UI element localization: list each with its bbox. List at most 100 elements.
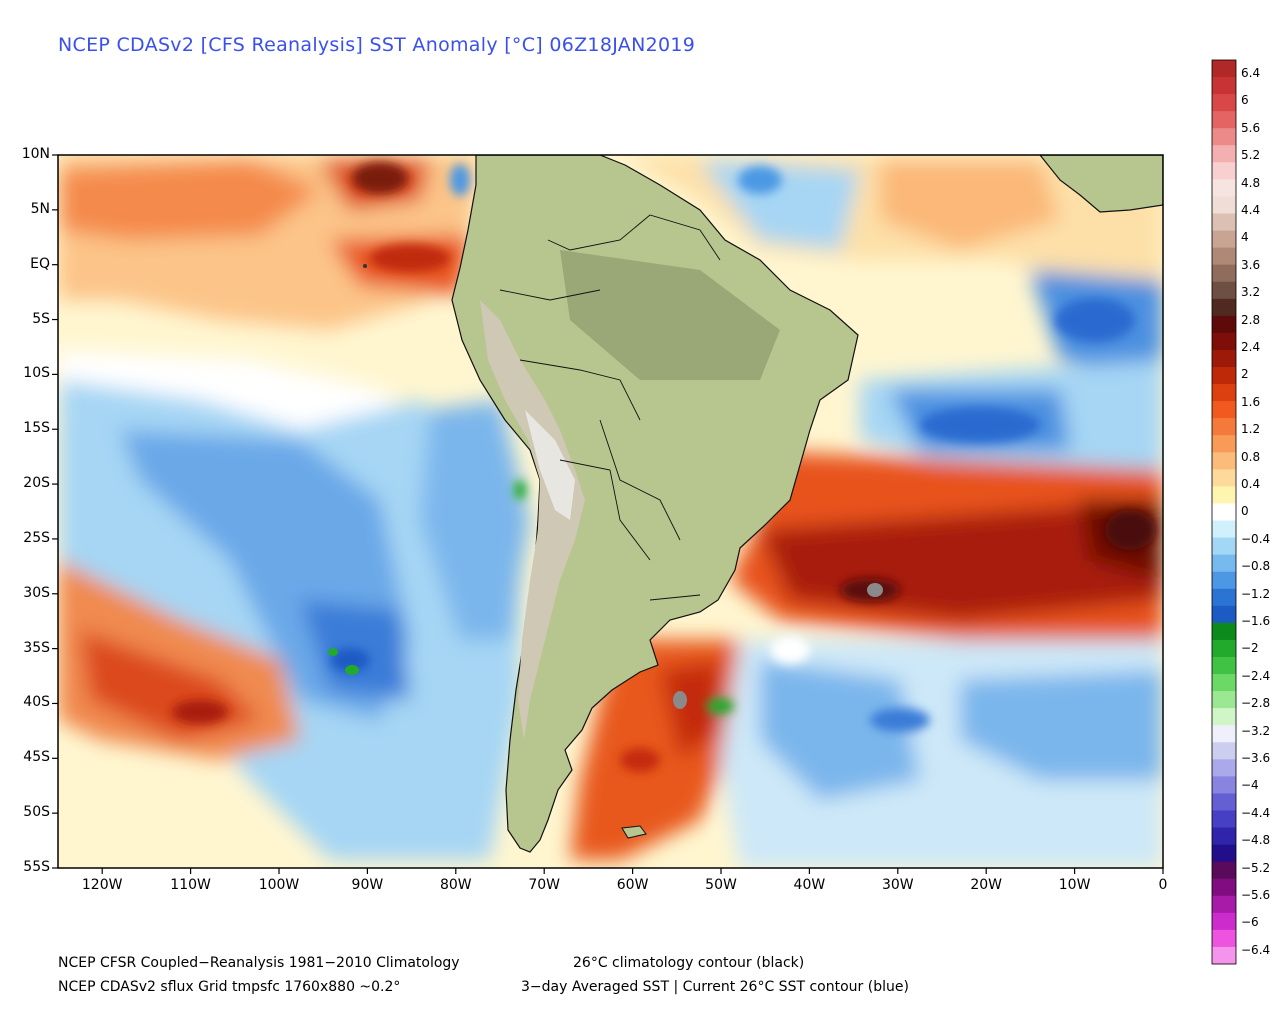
colorbar-label: 6.4 — [1241, 66, 1261, 80]
colorbar-label: 3.2 — [1241, 285, 1261, 300]
colorbar-swatch — [1212, 162, 1236, 180]
colorbar-label: −5.2 — [1241, 860, 1271, 875]
lat-label: 25S — [23, 529, 50, 546]
lat-label: 10N — [21, 146, 50, 162]
colorbar-swatch — [1212, 674, 1236, 692]
colorbar-swatch — [1212, 349, 1236, 368]
colorbar — [1211, 59, 1237, 965]
colorbar-swatch — [1212, 60, 1236, 78]
colorbar-swatch — [1212, 435, 1236, 453]
map-title: NCEP CDASv2 [CFS Reanalysis] SST Anomaly… — [58, 34, 696, 56]
colorbar-swatch — [1212, 656, 1236, 675]
colorbar-swatch — [1212, 111, 1236, 129]
lon-label: 40W — [793, 877, 826, 893]
colorbar-swatch — [1212, 588, 1236, 607]
colorbar-label: −1.2 — [1241, 586, 1271, 601]
colorbar-label: −1.6 — [1241, 614, 1271, 628]
colorbar-swatch — [1212, 878, 1236, 897]
colorbar-label: 2.4 — [1241, 340, 1261, 354]
colorbar-swatch — [1212, 196, 1236, 215]
colorbar-swatch — [1212, 401, 1236, 419]
lat-label: 30S — [23, 584, 50, 601]
lon-label: 30W — [881, 877, 914, 893]
lon-label: 0 — [1158, 877, 1168, 893]
lat-label: 20S — [23, 475, 50, 492]
colorbar-swatch — [1212, 554, 1236, 573]
footer-line-1: NCEP CFSR Coupled−Reanalysis 1981−2010 C… — [58, 955, 804, 971]
colorbar-swatch — [1212, 639, 1236, 658]
lon-label: 110W — [170, 877, 211, 893]
lon-label: 50W — [705, 877, 737, 893]
colorbar-label: −2.4 — [1241, 668, 1271, 683]
lat-label: 40S — [23, 694, 50, 711]
colorbar-label: 2 — [1241, 367, 1249, 382]
anomaly-field — [58, 155, 1163, 868]
lat-label: 15S — [23, 420, 50, 437]
colorbar-swatch — [1212, 895, 1236, 914]
colorbar-label: 3.6 — [1241, 257, 1261, 272]
lon-label: 80W — [439, 877, 472, 893]
colorbar-swatch — [1212, 691, 1236, 709]
colorbar-swatch — [1212, 742, 1236, 760]
colorbar-swatch — [1212, 384, 1236, 402]
lat-label: 45S — [23, 749, 50, 766]
lat-label: 5N — [30, 200, 50, 217]
lon-label: 90W — [351, 877, 384, 893]
colorbar-swatch — [1212, 247, 1236, 266]
colorbar-swatch — [1212, 776, 1236, 794]
colorbar-swatch — [1212, 94, 1236, 112]
colorbar-swatch — [1212, 230, 1236, 249]
colorbar-swatch — [1212, 605, 1236, 624]
colorbar-label: −5.6 — [1241, 888, 1271, 902]
colorbar-swatch — [1212, 725, 1236, 743]
colorbar-swatch — [1212, 571, 1236, 590]
colorbar-swatch — [1212, 281, 1236, 300]
colorbar-swatch — [1212, 367, 1236, 385]
colorbar-swatch — [1212, 861, 1236, 880]
colorbar-swatch — [1212, 810, 1236, 829]
colorbar-swatch — [1212, 452, 1236, 470]
lat-label: 50S — [23, 804, 50, 821]
colorbar-label: 4 — [1241, 230, 1249, 245]
lat-label: 5S — [32, 310, 50, 327]
lon-label: 10W — [1058, 877, 1091, 893]
colorbar-border — [1211, 59, 1237, 965]
colorbar-swatch — [1212, 929, 1236, 948]
colorbar-swatch — [1212, 418, 1236, 436]
land-south-america — [363, 155, 859, 853]
footer-line-2: NCEP CDASv2 sflux Grid tmpsfc 1760x880 ~… — [58, 979, 909, 995]
colorbar-label: −0.8 — [1241, 559, 1271, 574]
lon-label: 60W — [616, 877, 649, 893]
colorbar-swatch — [1212, 827, 1236, 846]
lat-label: 35S — [23, 639, 50, 656]
colorbar-label: 4.8 — [1241, 175, 1261, 190]
colorbar-label: −6.4 — [1241, 942, 1271, 957]
colorbar-label: −2.8 — [1241, 696, 1271, 711]
colorbar-swatch — [1212, 759, 1236, 777]
colorbar-label: −4.8 — [1241, 833, 1271, 848]
colorbar-label: 5.6 — [1241, 120, 1261, 135]
colorbar-label: 2.8 — [1241, 312, 1261, 327]
colorbar-swatch — [1212, 264, 1236, 283]
lat-label: EQ — [30, 255, 50, 272]
colorbar-label: 1.6 — [1241, 394, 1261, 409]
colorbar-label: −4.4 — [1241, 805, 1271, 820]
map-frame — [57, 154, 1164, 869]
lon-label: 70W — [528, 877, 561, 893]
colorbar-label: −0.4 — [1241, 531, 1271, 546]
lon-label: 20W — [970, 877, 1003, 893]
colorbar-swatch — [1212, 298, 1236, 317]
colorbar-swatch — [1212, 213, 1236, 232]
colorbar-swatch — [1212, 844, 1236, 863]
colorbar-swatch — [1212, 912, 1236, 931]
colorbar-swatch — [1212, 708, 1236, 726]
lon-label: 120W — [81, 877, 123, 893]
colorbar-label: 4.4 — [1241, 203, 1261, 217]
colorbar-label: 5.2 — [1241, 148, 1261, 163]
grid-source: NCEP CDASv2 sflux Grid tmpsfc 1760x880 ~… — [58, 979, 401, 995]
colorbar-label: 0.4 — [1241, 477, 1261, 491]
lon-label: 100W — [258, 877, 300, 893]
colorbar-swatch — [1212, 486, 1236, 504]
colorbar-swatch — [1212, 145, 1236, 163]
